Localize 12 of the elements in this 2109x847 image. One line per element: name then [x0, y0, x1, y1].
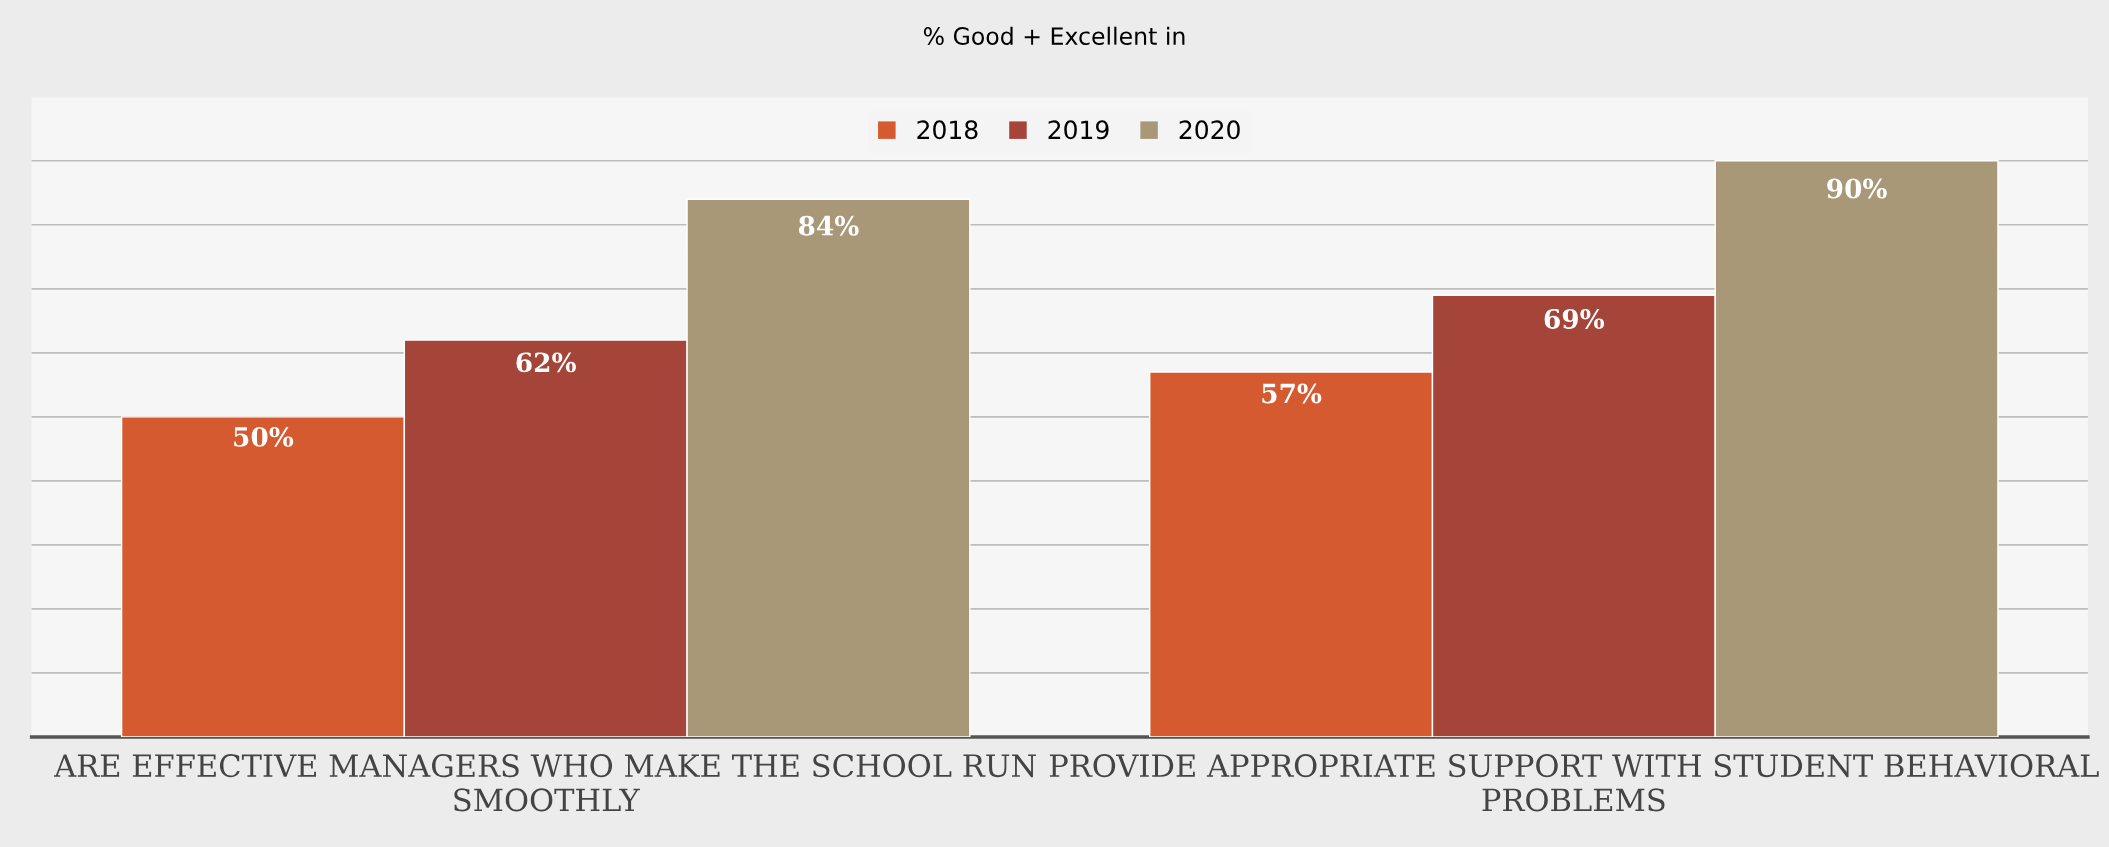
data-label: 84%	[798, 215, 859, 236]
x-tick-label: PROVIDE APPROPRIATE SUPPORT WITH STUDENT BEHAVIORAL PROBLEMS	[1049, 754, 2099, 812]
data-label: 50%	[234, 426, 294, 447]
x-tick-label: ARE EFFECTIVE MANAGERS WHO MAKE THE SCHOOL RUN SMOOTHLY	[53, 754, 1036, 812]
data-label: 90%	[1827, 178, 1887, 199]
legend-label: 2020	[1179, 120, 1240, 140]
legend-label: 2019	[1048, 120, 1109, 140]
legend-label: 2018	[917, 120, 978, 140]
data-label: 69%	[1544, 308, 1605, 329]
data-label: 62%	[516, 352, 576, 373]
chart-title: % Good + Excellent in	[923, 26, 1185, 45]
data-label: 57%	[1262, 383, 1322, 404]
